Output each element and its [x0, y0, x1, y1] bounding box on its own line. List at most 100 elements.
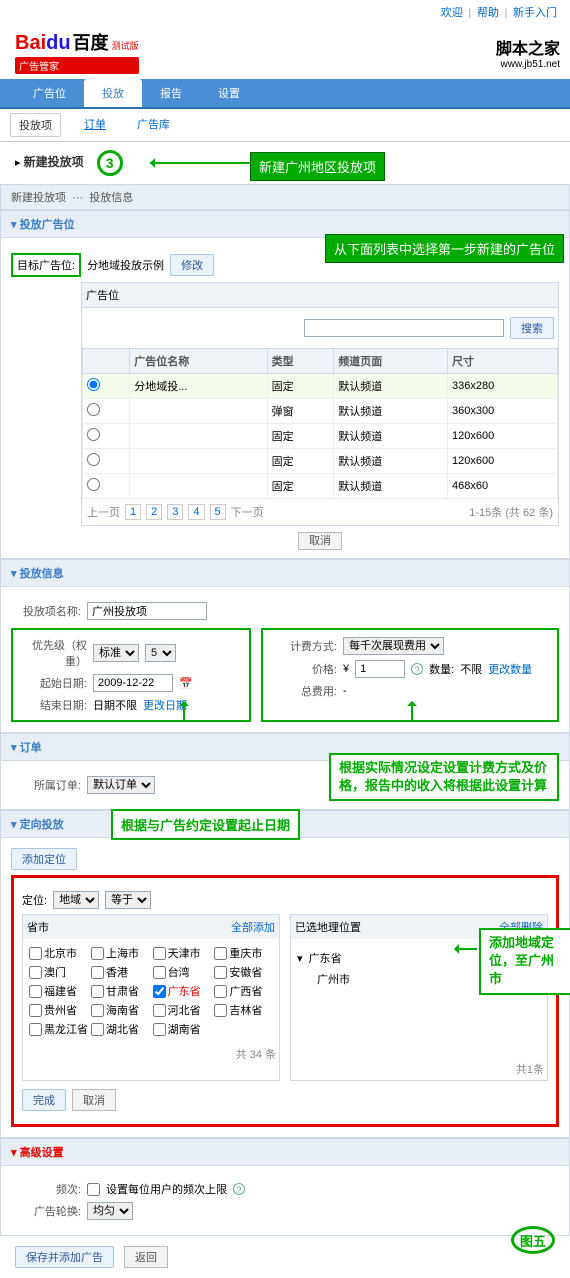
subtab-item[interactable]: 投放项: [10, 113, 61, 137]
province-item[interactable]: 台湾: [153, 964, 212, 980]
panel-adv-hd[interactable]: ▾ 高级设置: [0, 1138, 570, 1166]
pager: 上一页 1 2 3 4 5 下一页 1-15条 (共 62 条): [82, 499, 558, 525]
callout-select: 从下面列表中选择第一步新建的广告位: [325, 234, 564, 263]
page-title: 新建投放项: [24, 155, 84, 169]
panel-info-hd[interactable]: ▾ 投放信息: [0, 559, 570, 587]
step-section: ▸ 新建投放项 3 新建广州地区投放项: [0, 142, 570, 184]
row-radio[interactable]: [87, 453, 100, 466]
change-qty[interactable]: 更改数量: [488, 661, 532, 677]
table-row[interactable]: 固定默认频道120x600: [83, 424, 558, 449]
order-select[interactable]: 默认订单: [87, 776, 155, 794]
modify-button[interactable]: 修改: [170, 254, 214, 276]
callout-billing: 根据实际情况设定设置计费方式及价格，报告中的收入将根据此设置计算: [329, 753, 559, 801]
logo-du: du: [46, 32, 70, 54]
row-radio[interactable]: [87, 378, 100, 391]
callout-step: 新建广州地区投放项: [250, 152, 385, 181]
price-input[interactable]: [355, 660, 405, 678]
panel-info: 投放项名称: 优先级（权重） 标准 5 起始日期:📅 结束日期:日期不限 更改日…: [0, 587, 570, 733]
tab-delivery[interactable]: 投放: [84, 79, 142, 107]
callout-geo: 添加地域定位，至广州市: [479, 928, 570, 995]
start-date[interactable]: [93, 674, 173, 692]
pg2[interactable]: 2: [146, 504, 162, 520]
adslot-tab[interactable]: 广告位: [82, 283, 558, 308]
pg4[interactable]: 4: [188, 504, 204, 520]
province-item[interactable]: 安徽省: [214, 964, 273, 980]
table-row[interactable]: 固定默认频道120x600: [83, 449, 558, 474]
add-all[interactable]: 全部添加: [231, 919, 275, 935]
row-radio[interactable]: [87, 478, 100, 491]
target-op[interactable]: 等于: [105, 891, 151, 909]
panel-adslot: 从下面列表中选择第一步新建的广告位 目标广告位: 分地域投放示例 修改 广告位 …: [0, 238, 570, 559]
province-item[interactable]: 湖北省: [91, 1021, 150, 1037]
done-button[interactable]: 完成: [22, 1089, 66, 1111]
main-tabs: 广告位 投放 报告 设置: [0, 79, 570, 109]
province-item[interactable]: 北京市: [29, 945, 88, 961]
cancel-button[interactable]: 取消: [298, 532, 342, 550]
target-label: 目标广告位:: [11, 253, 81, 277]
priority-select[interactable]: 标准: [93, 644, 139, 662]
rotation-select[interactable]: 均匀: [87, 1202, 133, 1220]
figure-badge: 图五: [511, 1226, 555, 1254]
topbar: 欢迎 | 帮助 | 新手入门: [0, 0, 570, 24]
province-item[interactable]: 福建省: [29, 983, 88, 999]
province-item[interactable]: 广东省: [153, 983, 212, 999]
province-item[interactable]: 吉林省: [214, 1002, 273, 1018]
link-help[interactable]: 帮助: [477, 7, 499, 19]
table-row[interactable]: 弹窗默认频道360x300: [83, 399, 558, 424]
province-item[interactable]: 湖南省: [153, 1021, 212, 1037]
target-type[interactable]: 地域: [53, 891, 99, 909]
row-radio[interactable]: [87, 428, 100, 441]
item-name-input[interactable]: [87, 602, 207, 620]
province-item[interactable]: 河北省: [153, 1002, 212, 1018]
pager-prev[interactable]: 上一页: [87, 504, 120, 520]
tab-settings[interactable]: 设置: [200, 79, 258, 107]
province-item[interactable]: 天津市: [153, 945, 212, 961]
search-input[interactable]: [304, 319, 504, 337]
table-row[interactable]: 分地域投...固定默认频道336x280: [83, 374, 558, 399]
province-item[interactable]: 重庆市: [214, 945, 273, 961]
link-greet[interactable]: 欢迎: [441, 7, 463, 19]
table-row[interactable]: 固定默认频道468x60: [83, 474, 558, 499]
step-badge: 3: [97, 150, 123, 176]
logo-bai: Bai: [15, 32, 46, 54]
row-radio[interactable]: [87, 403, 100, 416]
callout-dates: 根据与广告约定设置起止日期: [111, 809, 300, 840]
pager-info: 1-15条 (共 62 条): [469, 504, 553, 520]
pg3[interactable]: 3: [167, 504, 183, 520]
logo: Baidu百度 测试版 广告管家: [0, 24, 570, 79]
freq-check[interactable]: [87, 1183, 100, 1196]
link-newuser[interactable]: 新手入门: [513, 7, 557, 19]
province-item[interactable]: 澳门: [29, 964, 88, 980]
breadcrumb: 新建投放项 ··· 投放信息: [0, 184, 570, 210]
sample-name: 分地域投放示例: [87, 257, 164, 273]
province-item[interactable]: 黑龙江省: [29, 1021, 88, 1037]
panel-target: 添加定位 定位: 地域 等于 省市全部添加 北京市上海市天津市重庆市澳门香港台湾…: [0, 838, 570, 1138]
save-button[interactable]: 保存并添加广告: [15, 1246, 114, 1268]
province-item[interactable]: 海南省: [91, 1002, 150, 1018]
panel-target-hd[interactable]: ▾ 定向投放 根据与广告约定设置起止日期: [0, 810, 570, 838]
province-item[interactable]: 甘肃省: [91, 983, 150, 999]
province-item[interactable]: 广西省: [214, 983, 273, 999]
add-target-button[interactable]: 添加定位: [11, 848, 77, 870]
pager-next[interactable]: 下一页: [231, 504, 264, 520]
province-item[interactable]: 香港: [91, 964, 150, 980]
cancel-target[interactable]: 取消: [72, 1089, 116, 1111]
province-item[interactable]: 贵州省: [29, 1002, 88, 1018]
search-button[interactable]: 搜索: [510, 317, 554, 339]
priority-num[interactable]: 5: [145, 644, 176, 662]
logo-cn: 百度: [73, 33, 109, 53]
subtab-order[interactable]: 订单: [76, 113, 114, 137]
panel-adv: 频次:设置每位用户的频次上限? 广告轮换:均匀: [0, 1166, 570, 1236]
pg5[interactable]: 5: [210, 504, 226, 520]
billing-select[interactable]: 每千次展现费用: [343, 637, 444, 655]
tab-adslot[interactable]: 广告位: [15, 79, 84, 107]
province-item[interactable]: 上海市: [91, 945, 150, 961]
subtab-lib[interactable]: 广告库: [129, 113, 178, 137]
logo-beta: 测试版: [112, 41, 139, 51]
adslot-table: 广告位名称类型频道页面尺寸 分地域投...固定默认频道336x280弹窗默认频道…: [82, 348, 558, 499]
watermark-url: www.jb51.net: [496, 59, 560, 70]
tab-report[interactable]: 报告: [142, 79, 200, 107]
pg1[interactable]: 1: [125, 504, 141, 520]
back-button[interactable]: 返回: [124, 1246, 168, 1268]
sub-tabs: 投放项 订单 广告库: [0, 109, 570, 142]
